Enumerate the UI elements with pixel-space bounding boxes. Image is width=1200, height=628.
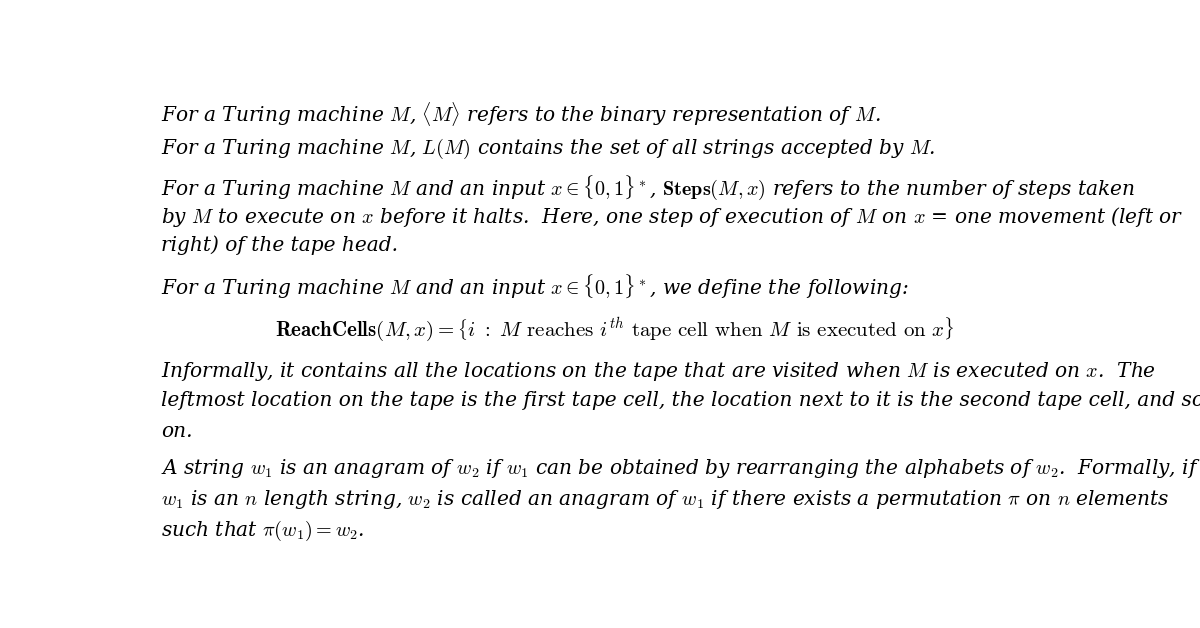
Text: For a Turing machine $M$, $L(M)$ contains the set of all strings accepted by $M$: For a Turing machine $M$, $L(M)$ contain… [161, 137, 935, 161]
Text: Informally, it contains all the locations on the tape that are visited when $M$ : Informally, it contains all the location… [161, 360, 1156, 383]
Text: For a Turing machine $M$ and an input $x \in \{0, 1\}^*$, we define the followin: For a Turing machine $M$ and an input $x… [161, 273, 908, 300]
Text: For a Turing machine $M$, $\langle M \rangle$ refers to the binary representatio: For a Turing machine $M$, $\langle M \ra… [161, 100, 881, 128]
Text: leftmost location on the tape is the first tape cell, the location next to it is: leftmost location on the tape is the fir… [161, 391, 1200, 410]
Text: right) of the tape head.: right) of the tape head. [161, 236, 398, 255]
Text: A string $w_1$ is an anagram of $w_2$ if $w_1$ can be obtained by rearranging th: A string $w_1$ is an anagram of $w_2$ if… [161, 457, 1200, 480]
Text: $w_1$ is an $n$ length string, $w_2$ is called an anagram of $w_1$ if there exis: $w_1$ is an $n$ length string, $w_2$ is … [161, 488, 1170, 511]
Text: $\mathbf{ReachCells}(M, x) = \left\{i \ : \ M \text{ reaches } i^{th}\text{ tape: $\mathbf{ReachCells}(M, x) = \left\{i \ … [275, 316, 955, 343]
Text: such that $\pi(w_1) = w_2$.: such that $\pi(w_1) = w_2$. [161, 519, 365, 543]
Text: on.: on. [161, 422, 192, 441]
Text: For a Turing machine $M$ and an input $x \in \{0, 1\}^*$, $\mathbf{Steps}(M, x)$: For a Turing machine $M$ and an input $x… [161, 174, 1135, 202]
Text: by $M$ to execute on $x$ before it halts.  Here, one step of execution of $M$ on: by $M$ to execute on $x$ before it halts… [161, 205, 1183, 229]
